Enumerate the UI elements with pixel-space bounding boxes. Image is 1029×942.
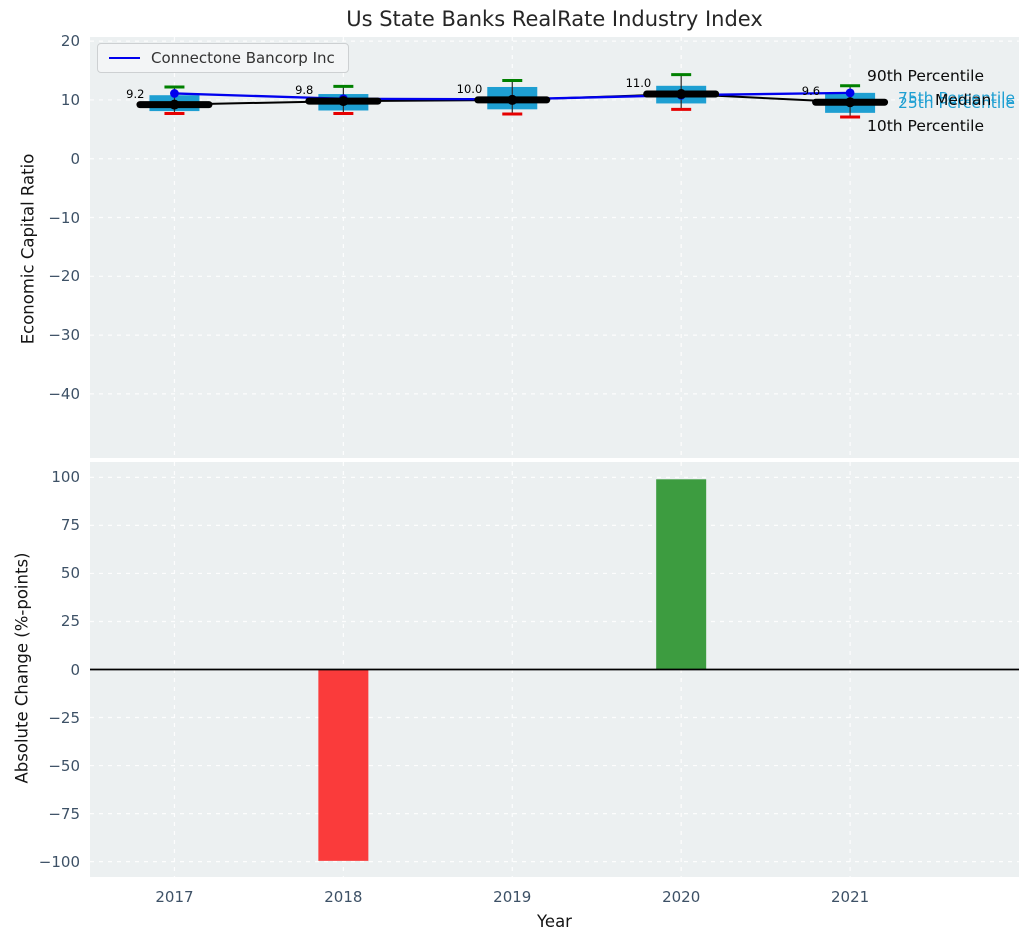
ytick-label: −40 bbox=[48, 384, 80, 403]
chart-title: Us State Banks RealRate Industry Index bbox=[346, 7, 763, 31]
top-y-axis-label: Economic Capital Ratio bbox=[18, 153, 38, 345]
xtick-label: 2017 bbox=[155, 888, 194, 906]
median-marker bbox=[338, 96, 349, 107]
ytick-label: 75 bbox=[60, 516, 80, 535]
ytick-label: 25 bbox=[60, 612, 80, 631]
median-value-label: 9.6 bbox=[801, 84, 821, 99]
xtick-label: 2019 bbox=[493, 888, 532, 906]
annotation-p90: 90th Percentile bbox=[867, 67, 985, 85]
ytick-label: 0 bbox=[70, 149, 80, 168]
xtick-label: 2021 bbox=[830, 888, 870, 906]
ytick-label: 20 bbox=[60, 32, 80, 51]
bottom-axes-canvas bbox=[90, 462, 1019, 877]
median-marker bbox=[845, 97, 856, 108]
company-marker bbox=[845, 88, 855, 98]
ytick-label: −20 bbox=[48, 267, 80, 286]
legend-label: Connectone Bancorp Inc bbox=[151, 49, 335, 67]
change-bar-2020 bbox=[656, 479, 707, 670]
change-bar-2018 bbox=[318, 669, 369, 861]
ytick-label: 100 bbox=[51, 468, 80, 487]
company-marker bbox=[170, 89, 179, 98]
legend: Connectone Bancorp Inc bbox=[97, 43, 349, 73]
top-axes-canvas bbox=[90, 37, 1019, 458]
median-value-label: 9.8 bbox=[295, 83, 314, 98]
x-axis-label: Year bbox=[537, 912, 572, 931]
ytick-label: 0 bbox=[70, 660, 80, 679]
ytick-label: 10 bbox=[60, 90, 80, 109]
ytick-label: −25 bbox=[48, 708, 80, 727]
ytick-label: −30 bbox=[48, 326, 80, 345]
ytick-label: 50 bbox=[60, 564, 80, 583]
annotation-p10: 10th Percentile bbox=[867, 117, 985, 135]
median-marker bbox=[676, 89, 687, 100]
xtick-label: 2018 bbox=[324, 888, 363, 906]
median-value-label: 9.2 bbox=[126, 86, 145, 101]
xtick-label: 2020 bbox=[662, 888, 701, 906]
annotation-median: Median bbox=[935, 91, 992, 109]
median-value-label: 10.0 bbox=[456, 81, 483, 96]
ytick-label: −10 bbox=[48, 208, 80, 227]
median-marker bbox=[507, 94, 518, 105]
median-value-label: 11.0 bbox=[625, 76, 652, 91]
annotation-p25: 25th Percentile bbox=[898, 93, 1016, 112]
top-axes: Connectone Bancorp Inc 75th Percentile 25… bbox=[90, 37, 1019, 458]
bottom-axes bbox=[90, 462, 1019, 877]
annotation-p75: 75th Percentile bbox=[898, 89, 1016, 107]
ytick-label: −50 bbox=[48, 756, 80, 775]
ytick-label: −75 bbox=[48, 804, 80, 823]
median-marker bbox=[169, 99, 180, 110]
ytick-label: −100 bbox=[38, 852, 80, 871]
legend-line-sample bbox=[109, 57, 140, 59]
